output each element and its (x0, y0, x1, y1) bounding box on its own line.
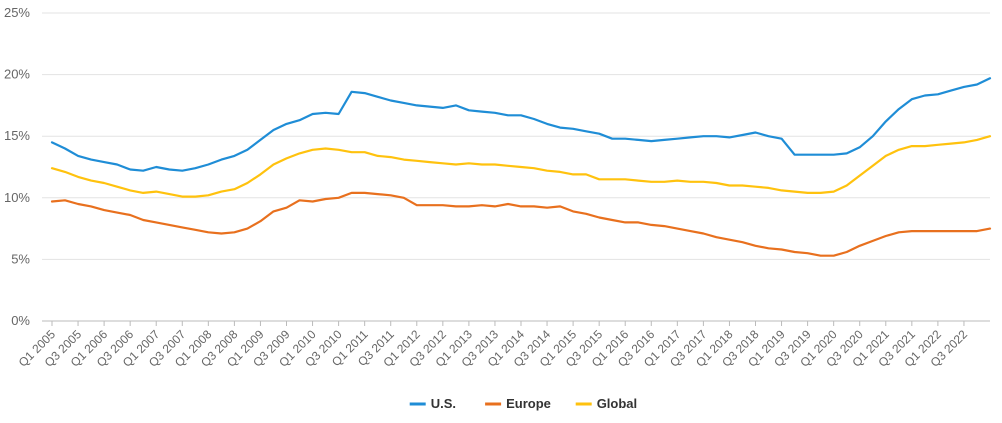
y-tick-label: 0% (11, 313, 30, 328)
y-tick-label: 20% (4, 67, 30, 82)
legend-label: Europe (506, 396, 551, 411)
series-lines (50, 77, 992, 257)
series-line-europe (50, 191, 992, 257)
series-line-global (50, 135, 992, 198)
legend-item: U.S. (409, 396, 456, 411)
y-tick-label: 15% (4, 128, 30, 143)
y-tick-label: 25% (4, 5, 30, 20)
legend-label: U.S. (431, 396, 456, 411)
y-axis-tick-labels: 0% 5% 10% 15% 20% 25% (4, 5, 30, 328)
series-line-us (50, 77, 992, 172)
y-tick-label: 5% (11, 251, 30, 266)
legend: U.S. Europe Global (409, 396, 637, 411)
legend-item: Global (575, 396, 637, 411)
y-tick-label: 10% (4, 190, 30, 205)
legend-label: Global (597, 396, 637, 411)
legend-item: Europe (485, 396, 551, 411)
gridlines (42, 12, 990, 322)
